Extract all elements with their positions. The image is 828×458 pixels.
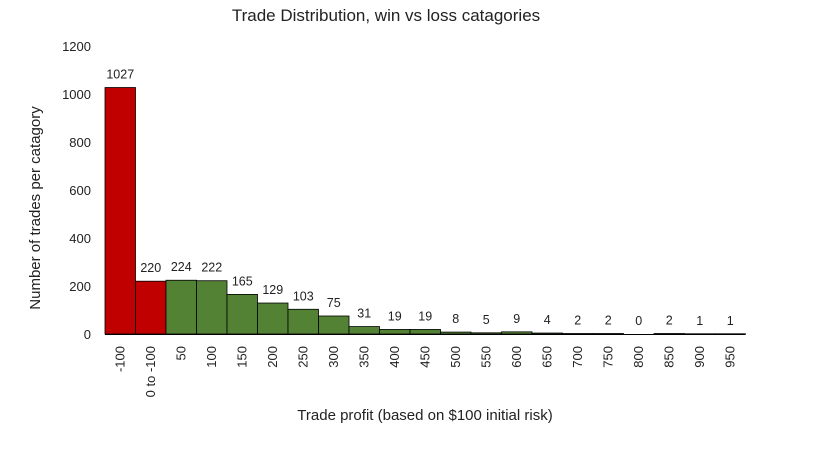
x-tick-label: 450 xyxy=(417,346,432,368)
bar xyxy=(197,281,228,334)
x-tick-label: 500 xyxy=(448,346,463,368)
bar xyxy=(502,332,533,334)
data-label: 31 xyxy=(357,307,371,321)
data-label: 2 xyxy=(605,314,612,328)
data-label: 103 xyxy=(293,289,314,303)
data-label: 1027 xyxy=(106,68,134,82)
data-label: 5 xyxy=(483,313,490,327)
bar xyxy=(532,333,563,334)
x-tick-label: 600 xyxy=(509,346,524,368)
x-tick-label: 50 xyxy=(173,346,188,360)
y-tick-labels: 0 200 400 600 800 1000 1200 xyxy=(62,39,91,342)
y-tick-label: 800 xyxy=(69,135,91,150)
y-tick-label: 200 xyxy=(69,279,91,294)
data-label: 19 xyxy=(418,309,432,323)
data-label: 129 xyxy=(262,283,283,297)
bars xyxy=(105,88,746,334)
x-tick-label: 550 xyxy=(478,346,493,368)
bar xyxy=(288,309,319,334)
y-tick-label: 1200 xyxy=(62,39,91,54)
x-tick-label: 300 xyxy=(326,346,341,368)
data-label: 75 xyxy=(327,296,341,310)
bar xyxy=(258,303,289,334)
x-tick-label: 900 xyxy=(692,346,707,368)
x-tick-label: 350 xyxy=(356,346,371,368)
data-label: 0 xyxy=(635,314,642,328)
x-tick-label: 400 xyxy=(387,346,402,368)
x-tick-label: 750 xyxy=(600,346,615,368)
x-tick-label: 200 xyxy=(265,346,280,368)
data-label: 2 xyxy=(574,314,581,328)
chart-title: Trade Distribution, win vs loss catagori… xyxy=(232,6,540,25)
data-label: 4 xyxy=(544,313,551,327)
x-axis-title: Trade profit (based on $100 initial risk… xyxy=(297,407,552,424)
bar xyxy=(380,329,411,334)
bar xyxy=(471,333,502,334)
x-tick-label: 950 xyxy=(722,346,737,368)
data-label: 1 xyxy=(727,314,734,328)
data-label: 9 xyxy=(513,312,520,326)
bar xyxy=(441,332,472,334)
x-tick-label: 850 xyxy=(661,346,676,368)
y-tick-label: 1000 xyxy=(62,87,91,102)
data-label: 220 xyxy=(140,261,161,275)
x-tick-label: 0 to -100 xyxy=(143,346,158,397)
bar xyxy=(136,281,167,334)
data-label: 222 xyxy=(201,261,222,275)
bar xyxy=(105,88,136,334)
bar xyxy=(319,316,350,334)
bar xyxy=(227,294,258,334)
y-axis-title: Number of trades per catagory xyxy=(27,106,44,310)
x-tick-label: 100 xyxy=(204,346,219,368)
data-label: 165 xyxy=(232,274,253,288)
x-tick-label: 250 xyxy=(295,346,310,368)
x-tick-label: 650 xyxy=(539,346,554,368)
data-label: 2 xyxy=(666,314,673,328)
x-tick-label: -100 xyxy=(112,346,127,372)
y-tick-label: 0 xyxy=(84,327,91,342)
x-tick-label: 150 xyxy=(234,346,249,368)
y-tick-label: 400 xyxy=(69,231,91,246)
x-tick-labels: -100 0 to -100 50 100 150 200 250 300 350 400 450 5… xyxy=(112,346,737,397)
x-tick-label: 700 xyxy=(570,346,585,368)
data-label: 224 xyxy=(171,260,192,274)
bar xyxy=(166,280,197,334)
data-label: 1 xyxy=(696,314,703,328)
x-tick-label: 800 xyxy=(631,346,646,368)
bar xyxy=(410,329,441,334)
y-tick-label: 600 xyxy=(69,183,91,198)
bar xyxy=(349,327,380,334)
data-label: 19 xyxy=(388,309,402,323)
data-label: 8 xyxy=(452,312,459,326)
